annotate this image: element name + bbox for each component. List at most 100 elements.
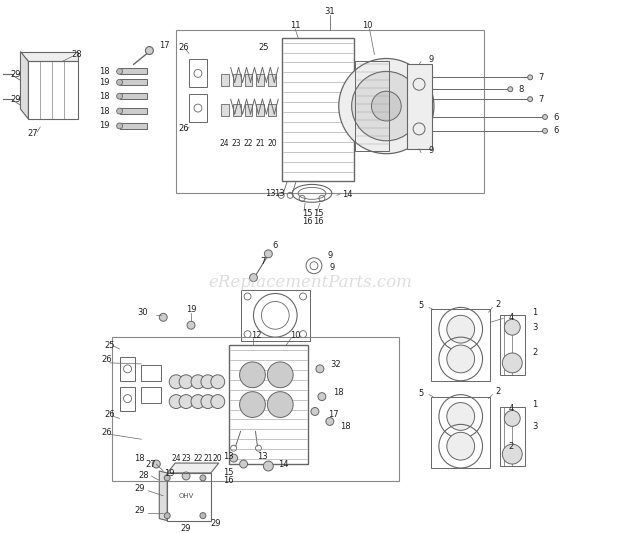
Circle shape — [528, 75, 533, 80]
Bar — [189, 94, 207, 122]
Circle shape — [447, 432, 474, 460]
Circle shape — [318, 393, 326, 401]
Text: 9: 9 — [327, 252, 332, 260]
Circle shape — [264, 461, 273, 471]
Text: 5: 5 — [418, 301, 424, 310]
Text: 13: 13 — [265, 189, 275, 198]
Bar — [500, 407, 525, 466]
Polygon shape — [20, 52, 29, 119]
Circle shape — [153, 460, 161, 468]
Text: 13: 13 — [257, 451, 268, 461]
Circle shape — [542, 128, 547, 133]
Circle shape — [201, 375, 215, 389]
Circle shape — [200, 475, 206, 481]
Circle shape — [264, 250, 272, 258]
Text: 3: 3 — [532, 322, 538, 332]
Circle shape — [146, 46, 153, 54]
Bar — [244, 104, 252, 116]
Bar — [257, 104, 264, 116]
Circle shape — [164, 475, 171, 481]
Text: 21: 21 — [203, 454, 213, 463]
Text: 27: 27 — [27, 130, 38, 139]
Text: 16: 16 — [312, 216, 323, 225]
Text: 9: 9 — [329, 263, 334, 272]
Text: 28: 28 — [72, 50, 82, 59]
Text: 7: 7 — [538, 95, 544, 103]
Bar — [221, 104, 229, 116]
Text: 2: 2 — [532, 348, 538, 357]
Text: 24: 24 — [220, 139, 229, 148]
Text: 26: 26 — [102, 356, 112, 365]
Bar — [120, 79, 148, 85]
Circle shape — [371, 91, 401, 121]
Text: 18: 18 — [333, 388, 343, 397]
Circle shape — [211, 375, 224, 389]
Text: 15: 15 — [223, 469, 234, 478]
Bar — [268, 75, 277, 86]
Text: 26: 26 — [102, 428, 112, 437]
Circle shape — [249, 273, 257, 281]
Circle shape — [508, 87, 513, 92]
Text: 1: 1 — [532, 308, 538, 317]
Text: 27: 27 — [146, 459, 156, 469]
Text: eReplacementParts.com: eReplacementParts.com — [208, 274, 412, 291]
Bar — [120, 123, 148, 129]
Text: 22: 22 — [193, 454, 203, 463]
Text: 12: 12 — [251, 330, 262, 340]
Text: 2: 2 — [508, 442, 513, 451]
Circle shape — [267, 392, 293, 417]
Text: 18: 18 — [99, 67, 110, 76]
Circle shape — [191, 394, 205, 408]
Circle shape — [339, 59, 434, 154]
Text: 29: 29 — [134, 484, 144, 494]
Bar — [167, 473, 211, 521]
Circle shape — [117, 68, 123, 75]
Bar — [120, 68, 148, 75]
Bar — [431, 309, 490, 381]
Circle shape — [117, 79, 123, 85]
Bar — [282, 38, 353, 181]
Bar — [268, 104, 277, 116]
Text: 18: 18 — [99, 107, 110, 116]
Text: 21: 21 — [255, 139, 265, 148]
Bar — [176, 30, 484, 193]
Circle shape — [164, 513, 171, 519]
Circle shape — [179, 394, 193, 408]
Text: 19: 19 — [99, 122, 110, 131]
Circle shape — [239, 460, 247, 468]
Circle shape — [169, 394, 183, 408]
Text: 26: 26 — [179, 124, 189, 133]
Bar — [112, 337, 399, 481]
Text: 19: 19 — [99, 78, 110, 87]
Circle shape — [187, 321, 195, 329]
Text: 19: 19 — [164, 470, 174, 479]
Text: 18: 18 — [340, 422, 350, 431]
Bar — [29, 61, 78, 119]
Circle shape — [447, 402, 474, 430]
Circle shape — [200, 513, 206, 519]
Bar — [500, 316, 525, 375]
Circle shape — [311, 408, 319, 415]
Text: 6: 6 — [553, 126, 558, 135]
Text: 18: 18 — [99, 92, 110, 101]
Bar — [120, 387, 136, 410]
Polygon shape — [20, 52, 78, 61]
Bar — [141, 387, 161, 402]
Circle shape — [528, 96, 533, 102]
Circle shape — [117, 123, 123, 129]
Circle shape — [239, 362, 265, 387]
Text: 6: 6 — [273, 241, 278, 251]
Text: 26: 26 — [104, 410, 115, 419]
Text: 13: 13 — [273, 189, 284, 198]
Text: 6: 6 — [553, 112, 558, 122]
Text: 14: 14 — [278, 459, 289, 469]
Bar — [189, 60, 207, 87]
Bar — [232, 104, 241, 116]
Text: 30: 30 — [138, 308, 148, 317]
Circle shape — [447, 316, 474, 343]
Text: 10: 10 — [362, 21, 373, 30]
Text: 16: 16 — [302, 216, 312, 225]
Text: 15: 15 — [312, 209, 323, 217]
Text: 20: 20 — [213, 454, 223, 463]
Bar — [431, 397, 490, 468]
